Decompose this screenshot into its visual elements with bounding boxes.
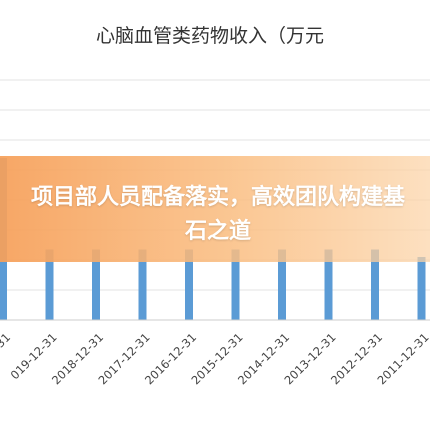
bar-2011-12-31 [417, 257, 426, 320]
bar-2014-12-31 [278, 249, 286, 320]
bar-2017-12-31 [138, 249, 147, 320]
bar-2015-12-31 [231, 249, 240, 320]
bar-2016-12-31 [185, 249, 193, 320]
bar-2018-12-31 [92, 249, 100, 320]
x-tick-label: -31 [0, 330, 13, 353]
chart-title: 心脑血管类药物收入（万元 [96, 25, 324, 47]
bar-2019-12-31 [45, 249, 54, 320]
bar-2012-12-31 [371, 249, 379, 320]
x-tick-labels: -31019-12-312018-12-312017-12-312016-12-… [0, 330, 430, 387]
banner-headline: 项目部人员配备落实，高效团队构建基石之道 [30, 185, 405, 244]
overlay-banner [0, 156, 430, 262]
bar-2013-12-31 [324, 249, 333, 320]
